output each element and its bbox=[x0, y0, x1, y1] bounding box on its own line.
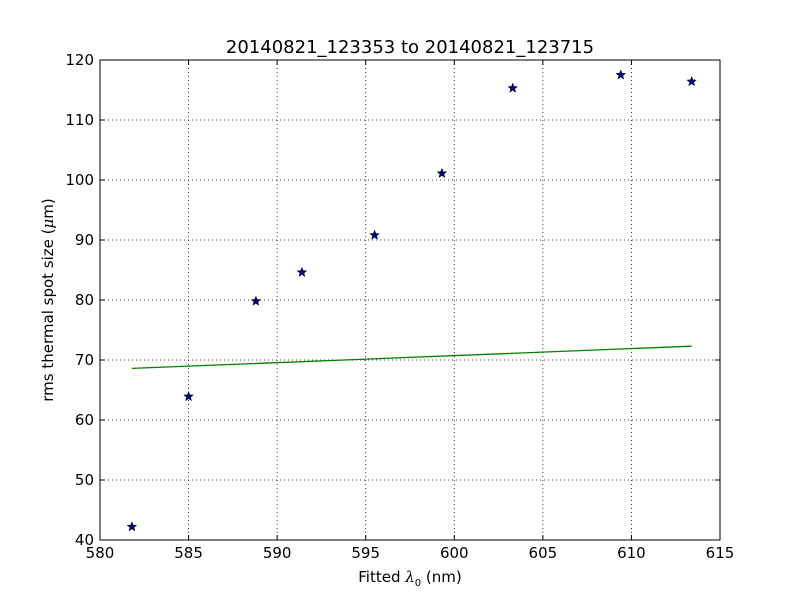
data-point bbox=[369, 229, 381, 240]
x-tick-label: 615 bbox=[706, 544, 735, 562]
y-tick-label: 40 bbox=[75, 531, 94, 549]
x-axis-label-suffix: (nm) bbox=[421, 568, 462, 586]
data-point bbox=[126, 521, 138, 532]
data-point bbox=[296, 266, 308, 278]
y-tick-label: 90 bbox=[75, 231, 94, 249]
x-tick-label: 585 bbox=[174, 544, 203, 562]
x-tick-label: 595 bbox=[351, 544, 380, 562]
x-axis-label-prefix: Fitted bbox=[358, 568, 405, 586]
grid-lines bbox=[100, 60, 720, 540]
plot-area bbox=[99, 59, 721, 541]
x-axis-label-subscript: 0 bbox=[415, 578, 421, 589]
data-point bbox=[686, 75, 698, 87]
y-tick-label: 100 bbox=[65, 171, 94, 189]
y-axis-label: rms thermal spot size (μm) bbox=[39, 198, 57, 401]
x-tick-label: 605 bbox=[529, 544, 558, 562]
axis-ticks bbox=[99, 59, 721, 541]
data-point bbox=[436, 167, 448, 179]
y-tick-label: 70 bbox=[75, 351, 94, 369]
y-tick-label: 120 bbox=[65, 51, 94, 69]
data-point bbox=[615, 69, 627, 80]
data-point bbox=[507, 82, 519, 93]
y-tick-label: 80 bbox=[75, 291, 94, 309]
data-series bbox=[126, 69, 698, 532]
y-axis-label-symbol: μ bbox=[39, 219, 57, 229]
chart-title: 20140821_123353 to 20140821_123715 bbox=[226, 37, 594, 58]
x-tick-label: 610 bbox=[617, 544, 646, 562]
y-tick-label: 60 bbox=[75, 411, 94, 429]
y-tick-label: 50 bbox=[75, 471, 94, 489]
x-tick-label: 580 bbox=[86, 544, 115, 562]
x-tick-label: 600 bbox=[440, 544, 469, 562]
data-point bbox=[250, 295, 262, 306]
y-axis-label-suffix: m) bbox=[39, 198, 57, 218]
y-tick-label: 110 bbox=[65, 111, 94, 129]
data-point bbox=[183, 390, 195, 402]
x-axis-label-symbol: λ bbox=[404, 568, 415, 586]
x-axis-label: Fitted λ0 (nm) bbox=[358, 568, 461, 589]
fit-line bbox=[131, 345, 692, 370]
y-axis-label-prefix: rms thermal spot size ( bbox=[39, 228, 57, 401]
x-tick-label: 590 bbox=[263, 544, 292, 562]
